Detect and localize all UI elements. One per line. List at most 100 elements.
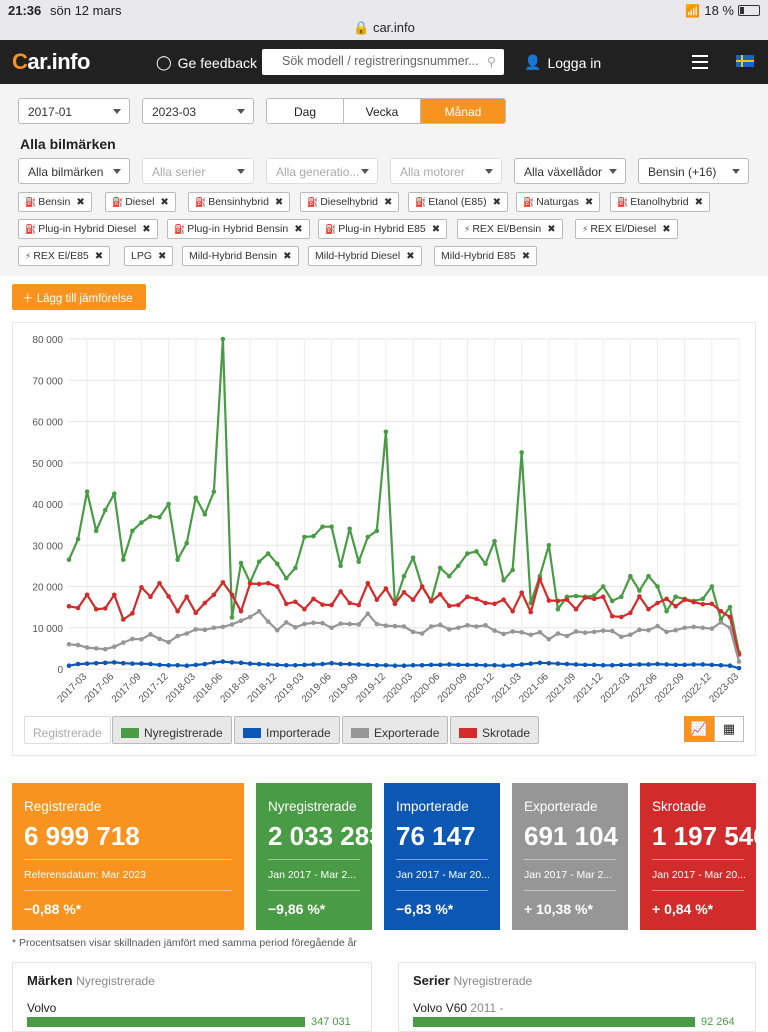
legend-nyregistrerade[interactable]: Nyregistrerade (112, 716, 232, 744)
data-point (84, 592, 90, 598)
legend-skrotade[interactable]: Skrotade (450, 716, 540, 744)
fuel-tag[interactable]: ⛽ Etanol (E85) ✖ (408, 192, 508, 212)
logo-letter: C (12, 49, 28, 74)
data-point (365, 611, 371, 617)
stat-card-registrerade[interactable]: Registrerade 6 999 718 Referensdatum: Ma… (12, 783, 244, 930)
fuel-tag[interactable]: ⛽ Bensinhybrid ✖ (188, 192, 291, 212)
close-icon[interactable]: ✖ (431, 224, 441, 235)
period-day-button[interactable]: Dag (267, 99, 344, 123)
fuel-tag[interactable]: ⛽ Diesel ✖ (105, 192, 176, 212)
fuel-tag[interactable]: ⛽ Plug-in Hybrid E85 ✖ (318, 219, 448, 239)
close-icon[interactable]: ✖ (158, 251, 167, 262)
fuel-tag[interactable]: ⚡ REX El/Diesel ✖ (575, 219, 678, 239)
stat-card-skrotade[interactable]: Skrotade 1 197 546 Jan 2017 - Mar 20... … (640, 783, 756, 930)
close-icon[interactable]: ✖ (283, 251, 292, 262)
legend-registrerade[interactable]: Registrerade (24, 716, 111, 744)
data-point (664, 596, 669, 602)
site-logo[interactable]: Car.info (12, 49, 90, 75)
close-icon[interactable]: ✖ (406, 251, 415, 262)
data-point (528, 661, 534, 666)
url-text: car.info (372, 20, 415, 35)
search-icon[interactable]: ⚲ (486, 55, 496, 69)
fuel-tag[interactable]: Mild-Hybrid Bensin ✖ (182, 246, 299, 266)
data-point (456, 563, 461, 569)
period-week-button[interactable]: Vecka (344, 99, 421, 123)
line-chart-view-button[interactable]: 📈 (684, 716, 714, 742)
data-point (446, 662, 452, 667)
data-point (401, 573, 407, 579)
close-icon[interactable]: ✖ (492, 197, 501, 208)
date-to-select[interactable]: 2023-03 (142, 98, 254, 124)
fuel-tag[interactable]: ⛽ Naturgas ✖ (516, 192, 601, 212)
fuel-select[interactable]: Bensin (+16) (638, 158, 749, 184)
tag-label: REX El/E85 (33, 250, 89, 262)
divider (652, 890, 744, 891)
login-link[interactable]: 👤 Logga in (524, 54, 601, 71)
series-select[interactable]: Alla serier (142, 158, 254, 184)
site-header: Car.info ◯ Ge feedback Sök modell / regi… (0, 40, 768, 84)
search-input[interactable]: Sök modell / registreringsnummer... ⚲ (262, 49, 504, 75)
fuel-tag[interactable]: ⛽ Bensin ✖ (18, 192, 92, 212)
legend-importerade[interactable]: Importerade (234, 716, 340, 744)
data-point (193, 627, 199, 632)
divider (524, 859, 616, 860)
series-select-value: Alla serier (152, 165, 206, 179)
data-point (510, 567, 515, 573)
engine-select[interactable]: Alla motorer (390, 158, 502, 184)
fuel-tag[interactable]: Mild-Hybrid Diesel ✖ (308, 246, 422, 266)
feedback-link[interactable]: ◯ Ge feedback (156, 54, 257, 71)
data-point (193, 662, 199, 668)
data-point (247, 661, 253, 666)
add-comparison-button[interactable]: ＋ Lägg till jämförelse (12, 284, 146, 310)
close-icon[interactable]: ✖ (694, 197, 703, 208)
date-from-select[interactable]: 2017-01 (18, 98, 130, 124)
fuel-tag[interactable]: ⚡ REX El/E85 ✖ (18, 246, 111, 266)
brand-select[interactable]: Alla bilmärken (18, 158, 130, 184)
fuel-tag[interactable]: ⛽ Dieselhybrid ✖ (300, 192, 400, 212)
data-point (609, 613, 615, 619)
swedish-flag-icon[interactable] (736, 55, 754, 67)
panel-subtitle: Nyregistrerade (453, 974, 533, 988)
fuel-tag[interactable]: ⛽ Plug-in Hybrid Bensin ✖ (167, 219, 310, 239)
gearbox-select[interactable]: Alla växellådor (514, 158, 626, 184)
close-icon[interactable]: ✖ (384, 197, 393, 208)
data-point (618, 594, 624, 600)
close-icon[interactable]: ✖ (662, 224, 671, 235)
close-icon[interactable]: ✖ (76, 197, 85, 208)
data-point (483, 662, 488, 668)
panel-row-label[interactable]: Volvo (27, 1001, 56, 1015)
legend-exporterade[interactable]: Exporterade (342, 716, 449, 744)
fuel-tag[interactable]: LPG ✖ (124, 246, 174, 266)
close-icon[interactable]: ✖ (94, 251, 104, 262)
divider (652, 859, 744, 860)
brand-select-value: Alla bilmärken (28, 165, 104, 179)
stat-card-importerade[interactable]: Importerade 76 147 Jan 2017 - Mar 20... … (384, 783, 500, 930)
panel-row-label[interactable]: Volvo V60 2011 - (413, 1001, 504, 1015)
table-view-button[interactable]: ▦ (714, 716, 744, 742)
close-icon[interactable]: ✖ (294, 224, 303, 235)
fuel-tag[interactable]: Mild-Hybrid E85 ✖ (434, 246, 538, 266)
data-point (573, 593, 579, 599)
divider (396, 890, 488, 891)
data-point (564, 597, 570, 602)
stat-card-nyregistrerade[interactable]: Nyregistrerade 2 033 283 Jan 2017 - Mar … (256, 783, 372, 930)
generation-select[interactable]: Alla generatio... (266, 158, 378, 184)
close-icon[interactable]: ✖ (142, 224, 151, 235)
menu-icon[interactable] (692, 55, 708, 73)
close-icon[interactable]: ✖ (274, 197, 284, 208)
close-icon[interactable]: ✖ (547, 224, 556, 235)
address-bar[interactable]: 🔒 car.info (0, 20, 768, 36)
data-point (184, 631, 190, 636)
rex-icon: ⚡ (464, 224, 471, 234)
close-icon[interactable]: ✖ (584, 197, 594, 208)
data-point (519, 450, 525, 455)
fuel-tag[interactable]: ⛽ Plug-in Hybrid Diesel ✖ (18, 219, 158, 239)
fuel-tag[interactable]: ⛽ Etanolhybrid ✖ (610, 192, 710, 212)
login-label: Logga in (547, 54, 602, 71)
stat-card-exporterade[interactable]: Exporterade 691 104 Jan 2017 - Mar 2... … (512, 783, 628, 930)
close-icon[interactable]: ✖ (160, 197, 169, 208)
period-month-button[interactable]: Månad (421, 99, 505, 123)
data-point (283, 575, 289, 581)
close-icon[interactable]: ✖ (521, 251, 531, 262)
fuel-tag[interactable]: ⚡ REX El/Bensin ✖ (457, 219, 563, 239)
